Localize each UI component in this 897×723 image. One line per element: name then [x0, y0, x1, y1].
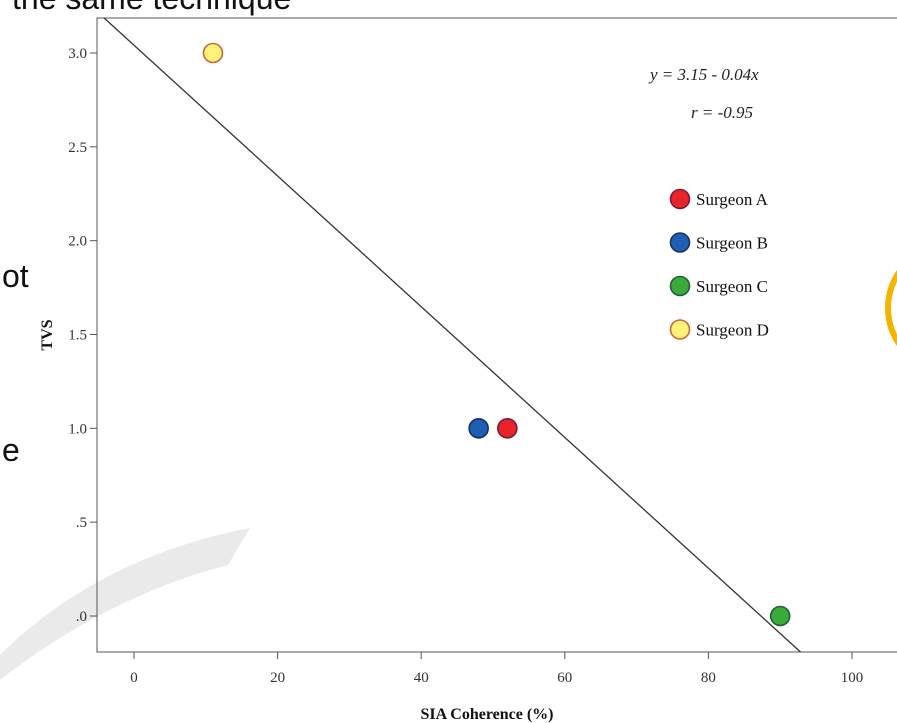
legend-marker-surgeon-b [669, 232, 691, 253]
y-tick-label: 1.5 [68, 327, 87, 343]
correlation-annotation: r = -0.95 [691, 103, 753, 122]
legend-marker-surgeon-d [669, 319, 691, 340]
y-tick-label: 3.0 [68, 46, 87, 62]
legend-label-surgeon-a: Surgeon A [696, 190, 769, 209]
data-points [202, 42, 791, 627]
data-point-surgeon-b [468, 418, 489, 439]
y-tick-label: .5 [76, 515, 87, 531]
x-tick-label: 60 [557, 670, 572, 686]
plot-area [96, 17, 897, 653]
legend-label-surgeon-b: Surgeon B [696, 234, 768, 253]
x-tick-label: 40 [414, 670, 429, 686]
y-tick-label: 2.0 [68, 234, 87, 250]
slide-text-left-2: e [2, 432, 20, 468]
accent-circle-decoration [885, 269, 897, 347]
legend-label-surgeon-c: Surgeon C [696, 277, 768, 296]
y-tick-label: 2.5 [68, 140, 87, 156]
legend-label-surgeon-d: Surgeon D [696, 321, 769, 340]
slide-text-left-1: ot [2, 258, 29, 294]
x-tick-label: 80 [701, 670, 716, 686]
x-axis-ticks: 0 20 40 60 80 100 [130, 652, 863, 686]
data-point-surgeon-c [769, 605, 791, 627]
y-axis-ticks: .0 .5 1.0 1.5 2.0 2.5 3.0 [68, 46, 97, 625]
legend-marker-surgeon-a [669, 188, 691, 210]
y-tick-label: 1.0 [68, 421, 87, 437]
data-point-surgeon-a [497, 418, 518, 439]
x-tick-label: 100 [841, 670, 864, 686]
legend-marker-surgeon-c [669, 275, 691, 297]
slide-swoosh-decoration [0, 528, 250, 680]
x-axis-title: SIA Coherence (%) [420, 706, 553, 723]
regression-line [103, 17, 801, 653]
equation-annotation: y = 3.15 - 0.04x [648, 65, 759, 84]
y-axis-title: TVS [39, 319, 56, 350]
data-point-surgeon-d [202, 42, 224, 64]
x-tick-label: 0 [130, 670, 138, 686]
x-tick-label: 20 [270, 670, 285, 686]
slide-text-top: the same technique [12, 0, 291, 17]
y-tick-label: .0 [76, 609, 87, 625]
legend: Surgeon A Surgeon B Surgeon C Surgeon D [669, 188, 769, 340]
